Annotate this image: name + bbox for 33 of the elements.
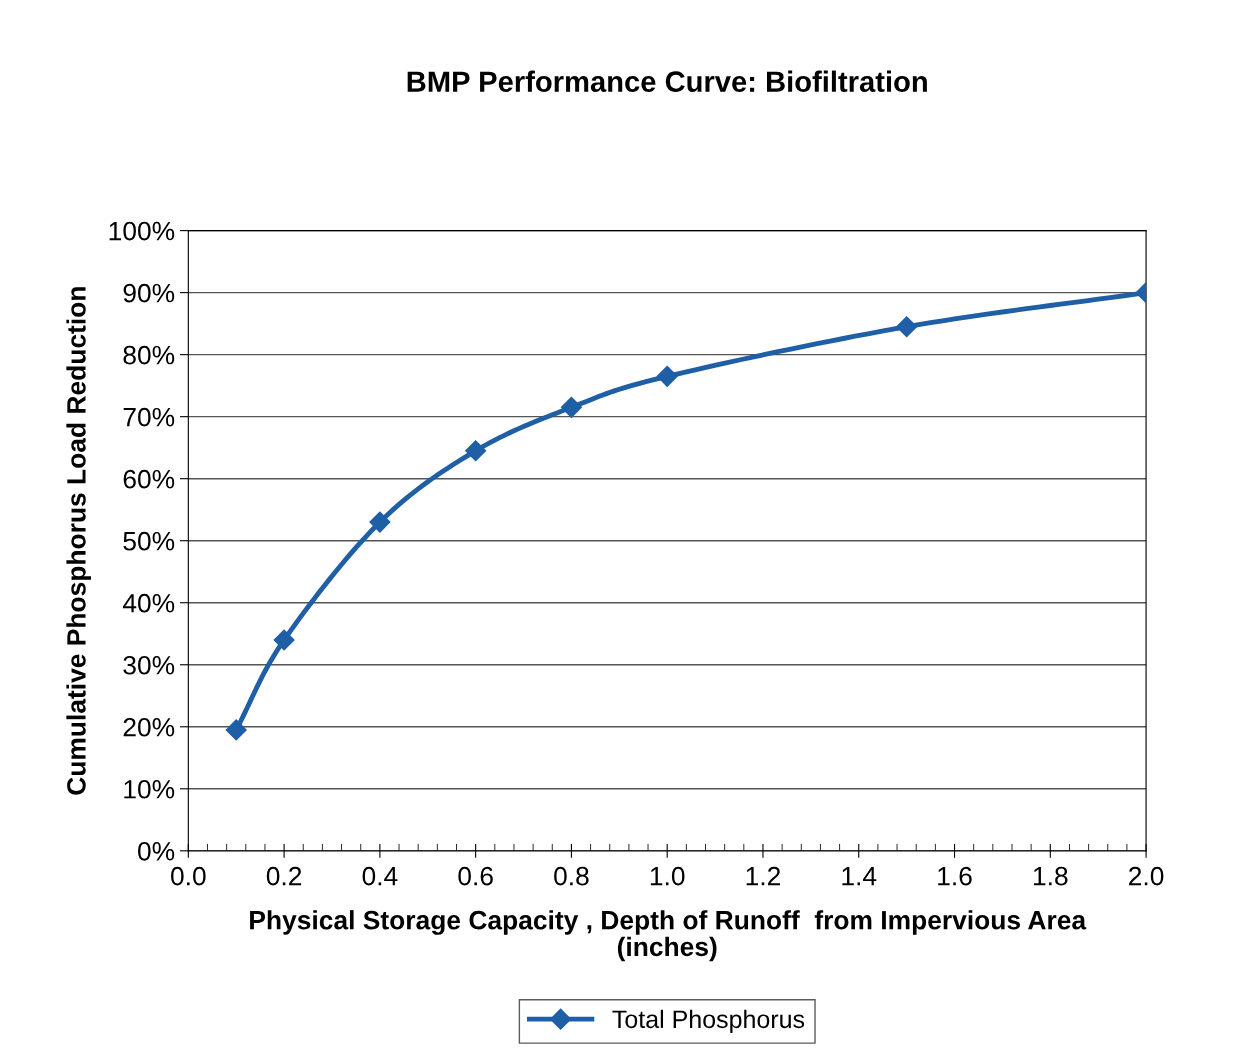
- point: [369, 511, 391, 533]
- x-tick-label: 1.8: [1033, 866, 1068, 886]
- y-tick-label: 50%: [123, 531, 175, 551]
- x-tick-label: 1.6: [938, 866, 972, 886]
- y-axis-title: Cumulative Phosphorus Load Reduction: [66, 287, 91, 795]
- y-tick-label: 70%: [123, 407, 175, 427]
- point: [225, 719, 247, 741]
- y-tick-label: 40%: [122, 593, 175, 613]
- point: [896, 316, 918, 338]
- point: [560, 396, 582, 418]
- x-tick-label: 0.2: [266, 866, 302, 886]
- x-tick-label: 0.8: [554, 866, 589, 886]
- y-tick-label: 90%: [123, 283, 175, 303]
- x-tick-label: 0.0: [171, 866, 206, 886]
- x-tick-label: 1.2: [746, 866, 780, 886]
- y-tick-label: 20%: [123, 717, 175, 737]
- chart-title: BMP Performance Curve: Biofiltration: [407, 70, 927, 93]
- x-tick-label: 2.0: [1129, 866, 1164, 886]
- y-tick-label: 60%: [123, 469, 175, 489]
- x-tick-label: 0.6: [458, 866, 493, 886]
- point: [656, 365, 678, 387]
- y-tick-label: 100%: [109, 221, 175, 241]
- y-tick-label: 80%: [123, 345, 175, 365]
- legend-label: Total Phosphorus: [612, 1009, 805, 1034]
- y-tick-label: 30%: [123, 655, 175, 675]
- x-tick-label: 1.4: [842, 867, 877, 886]
- x-axis-title: Physical Storage Capacity , Depth of Runoff from Impervious Area (inches): [250, 910, 1087, 962]
- point: [273, 629, 295, 651]
- x-tick-label: 1.0: [650, 866, 685, 886]
- y-tick-label: 10%: [124, 779, 175, 799]
- point: [465, 440, 487, 462]
- y-tick-label: 0%: [138, 841, 175, 861]
- x-tick-label: 0.4: [362, 866, 398, 886]
